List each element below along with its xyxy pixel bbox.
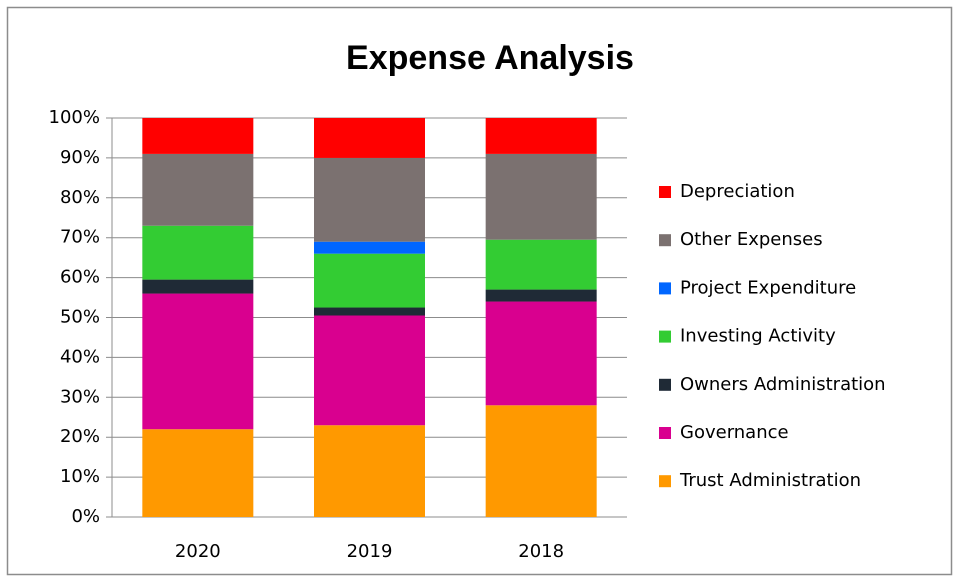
- bar-segment: [485, 289, 597, 302]
- legend-label: Trust Administration: [679, 470, 861, 491]
- bar-segment: [314, 425, 425, 517]
- bar-segment: [314, 157, 425, 242]
- legend-swatch: [659, 234, 671, 247]
- legend-swatch: [659, 330, 671, 343]
- bar-segment: [314, 253, 425, 308]
- bar-segment: [485, 118, 597, 154]
- bar-segment: [142, 153, 254, 226]
- legend-label: Project Expenditure: [680, 277, 856, 298]
- y-tick-label: 100%: [49, 107, 100, 128]
- y-tick-label: 70%: [60, 227, 100, 248]
- y-tick-label: 50%: [60, 307, 100, 328]
- legend-label: Other Expenses: [680, 229, 823, 250]
- y-tick-label: 10%: [60, 466, 100, 487]
- bar-segment: [314, 241, 425, 254]
- legend-swatch: [659, 186, 671, 198]
- legend-swatch: [659, 282, 671, 295]
- bar-segment: [485, 405, 597, 517]
- y-tick-label: 30%: [60, 386, 100, 407]
- bar-segment: [314, 315, 425, 426]
- bar-segment: [485, 153, 597, 240]
- legend-swatch: [659, 475, 671, 488]
- y-tick-label: 0%: [71, 506, 100, 527]
- bar-segment: [142, 225, 254, 280]
- legend-label: Investing Activity: [680, 326, 836, 347]
- bar-segment: [142, 293, 254, 430]
- legend-label: Governance: [680, 422, 789, 443]
- x-tick-label: 2018: [518, 541, 564, 562]
- bar-segment: [314, 118, 425, 158]
- chart-title: Expense Analysis: [346, 39, 634, 77]
- legend-label: Owners Administration: [680, 374, 886, 395]
- bar-segment: [142, 429, 254, 517]
- bar-segment: [142, 118, 254, 154]
- x-tick-label: 2019: [347, 541, 393, 562]
- bar-segment: [485, 239, 597, 290]
- bar-segment: [314, 307, 425, 316]
- legend-swatch: [659, 378, 671, 391]
- bar-segment: [142, 279, 254, 294]
- legend-label: Depreciation: [680, 181, 795, 202]
- y-tick-label: 90%: [60, 147, 100, 168]
- bar-segment: [485, 301, 597, 406]
- y-tick-label: 80%: [60, 187, 100, 208]
- y-tick-label: 60%: [60, 267, 100, 288]
- y-tick-label: 20%: [60, 426, 100, 447]
- legend-swatch: [659, 427, 671, 439]
- y-tick-label: 40%: [60, 346, 100, 367]
- x-tick-label: 2020: [175, 541, 221, 562]
